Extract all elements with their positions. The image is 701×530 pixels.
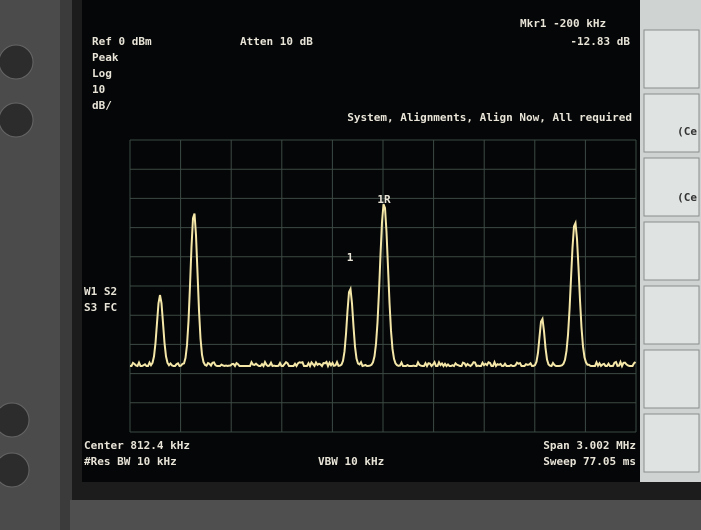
softkey-panel: (Ce (Ce bbox=[640, 0, 701, 482]
softkey[interactable] bbox=[643, 93, 700, 153]
scale-unit: dB/ bbox=[92, 99, 112, 112]
marker-label: 1 bbox=[347, 251, 354, 264]
softkey[interactable] bbox=[643, 157, 700, 217]
trace-info: W1 S2 bbox=[84, 285, 117, 298]
scale-type: Log bbox=[92, 67, 112, 80]
center-freq: Center 812.4 kHz bbox=[84, 439, 190, 452]
softkey[interactable] bbox=[643, 349, 700, 409]
trace bbox=[129, 203, 637, 369]
softkey[interactable] bbox=[643, 285, 700, 345]
softkey[interactable] bbox=[643, 29, 700, 89]
detector: Peak bbox=[92, 51, 119, 64]
knob bbox=[0, 452, 30, 488]
span: Span 3.002 MHz bbox=[543, 439, 636, 452]
vbw: VBW 10 kHz bbox=[318, 455, 384, 468]
alignment-message: System, Alignments, Align Now, All requi… bbox=[347, 111, 632, 124]
knob bbox=[0, 44, 34, 80]
knob bbox=[0, 402, 30, 438]
marker-value: -12.83 dB bbox=[570, 35, 630, 48]
scale-div: 10 bbox=[92, 83, 105, 96]
softkey-label: (Ce bbox=[677, 191, 697, 204]
ref-level: Ref 0 dBm bbox=[92, 35, 152, 48]
graticule bbox=[129, 139, 637, 433]
marker-label: 1R bbox=[377, 193, 391, 206]
sweep: Sweep 77.05 ms bbox=[543, 455, 636, 468]
res-bw: #Res BW 10 kHz bbox=[84, 455, 177, 468]
trace-info: S3 FC bbox=[84, 301, 117, 314]
marker-readout: Mkr1 -200 kHz bbox=[520, 17, 606, 30]
softkey-label: (Ce bbox=[677, 125, 697, 138]
screen bbox=[82, 0, 640, 482]
attenuation: Atten 10 dB bbox=[240, 35, 313, 48]
softkey[interactable] bbox=[643, 221, 700, 281]
left-panel bbox=[0, 0, 60, 530]
lower-bezel bbox=[70, 500, 701, 530]
softkey[interactable] bbox=[643, 413, 700, 473]
knob bbox=[0, 102, 34, 138]
